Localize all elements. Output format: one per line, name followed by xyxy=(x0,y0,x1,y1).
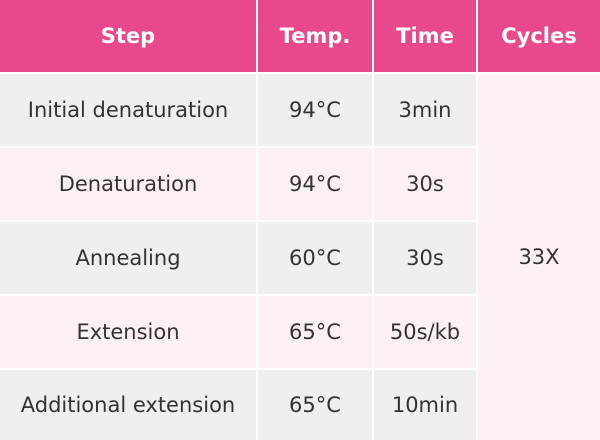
table-cell: 30s xyxy=(374,148,476,220)
table-cell: 3min xyxy=(374,74,476,146)
table-cell: 65°C xyxy=(258,370,372,440)
header-cell: Cycles xyxy=(478,0,600,72)
table-cell: 10min xyxy=(374,370,476,440)
table-cell: 65°C xyxy=(258,296,372,368)
header-cell: Time xyxy=(374,0,476,72)
table-cell: 94°C xyxy=(258,74,372,146)
table-cell: Annealing xyxy=(0,222,256,294)
table-cell: Initial denaturation xyxy=(0,74,256,146)
table-cell: 50s/kb xyxy=(374,296,476,368)
table-cell: Denaturation xyxy=(0,148,256,220)
table-cell: Additional extension xyxy=(0,370,256,440)
cycles-cell: 33X xyxy=(478,74,600,440)
header-cell: Temp. xyxy=(258,0,372,72)
table-cell: Extension xyxy=(0,296,256,368)
table-cell: 30s xyxy=(374,222,476,294)
header-cell: Step xyxy=(0,0,256,72)
table-cell: 94°C xyxy=(258,148,372,220)
table-cell: 60°C xyxy=(258,222,372,294)
